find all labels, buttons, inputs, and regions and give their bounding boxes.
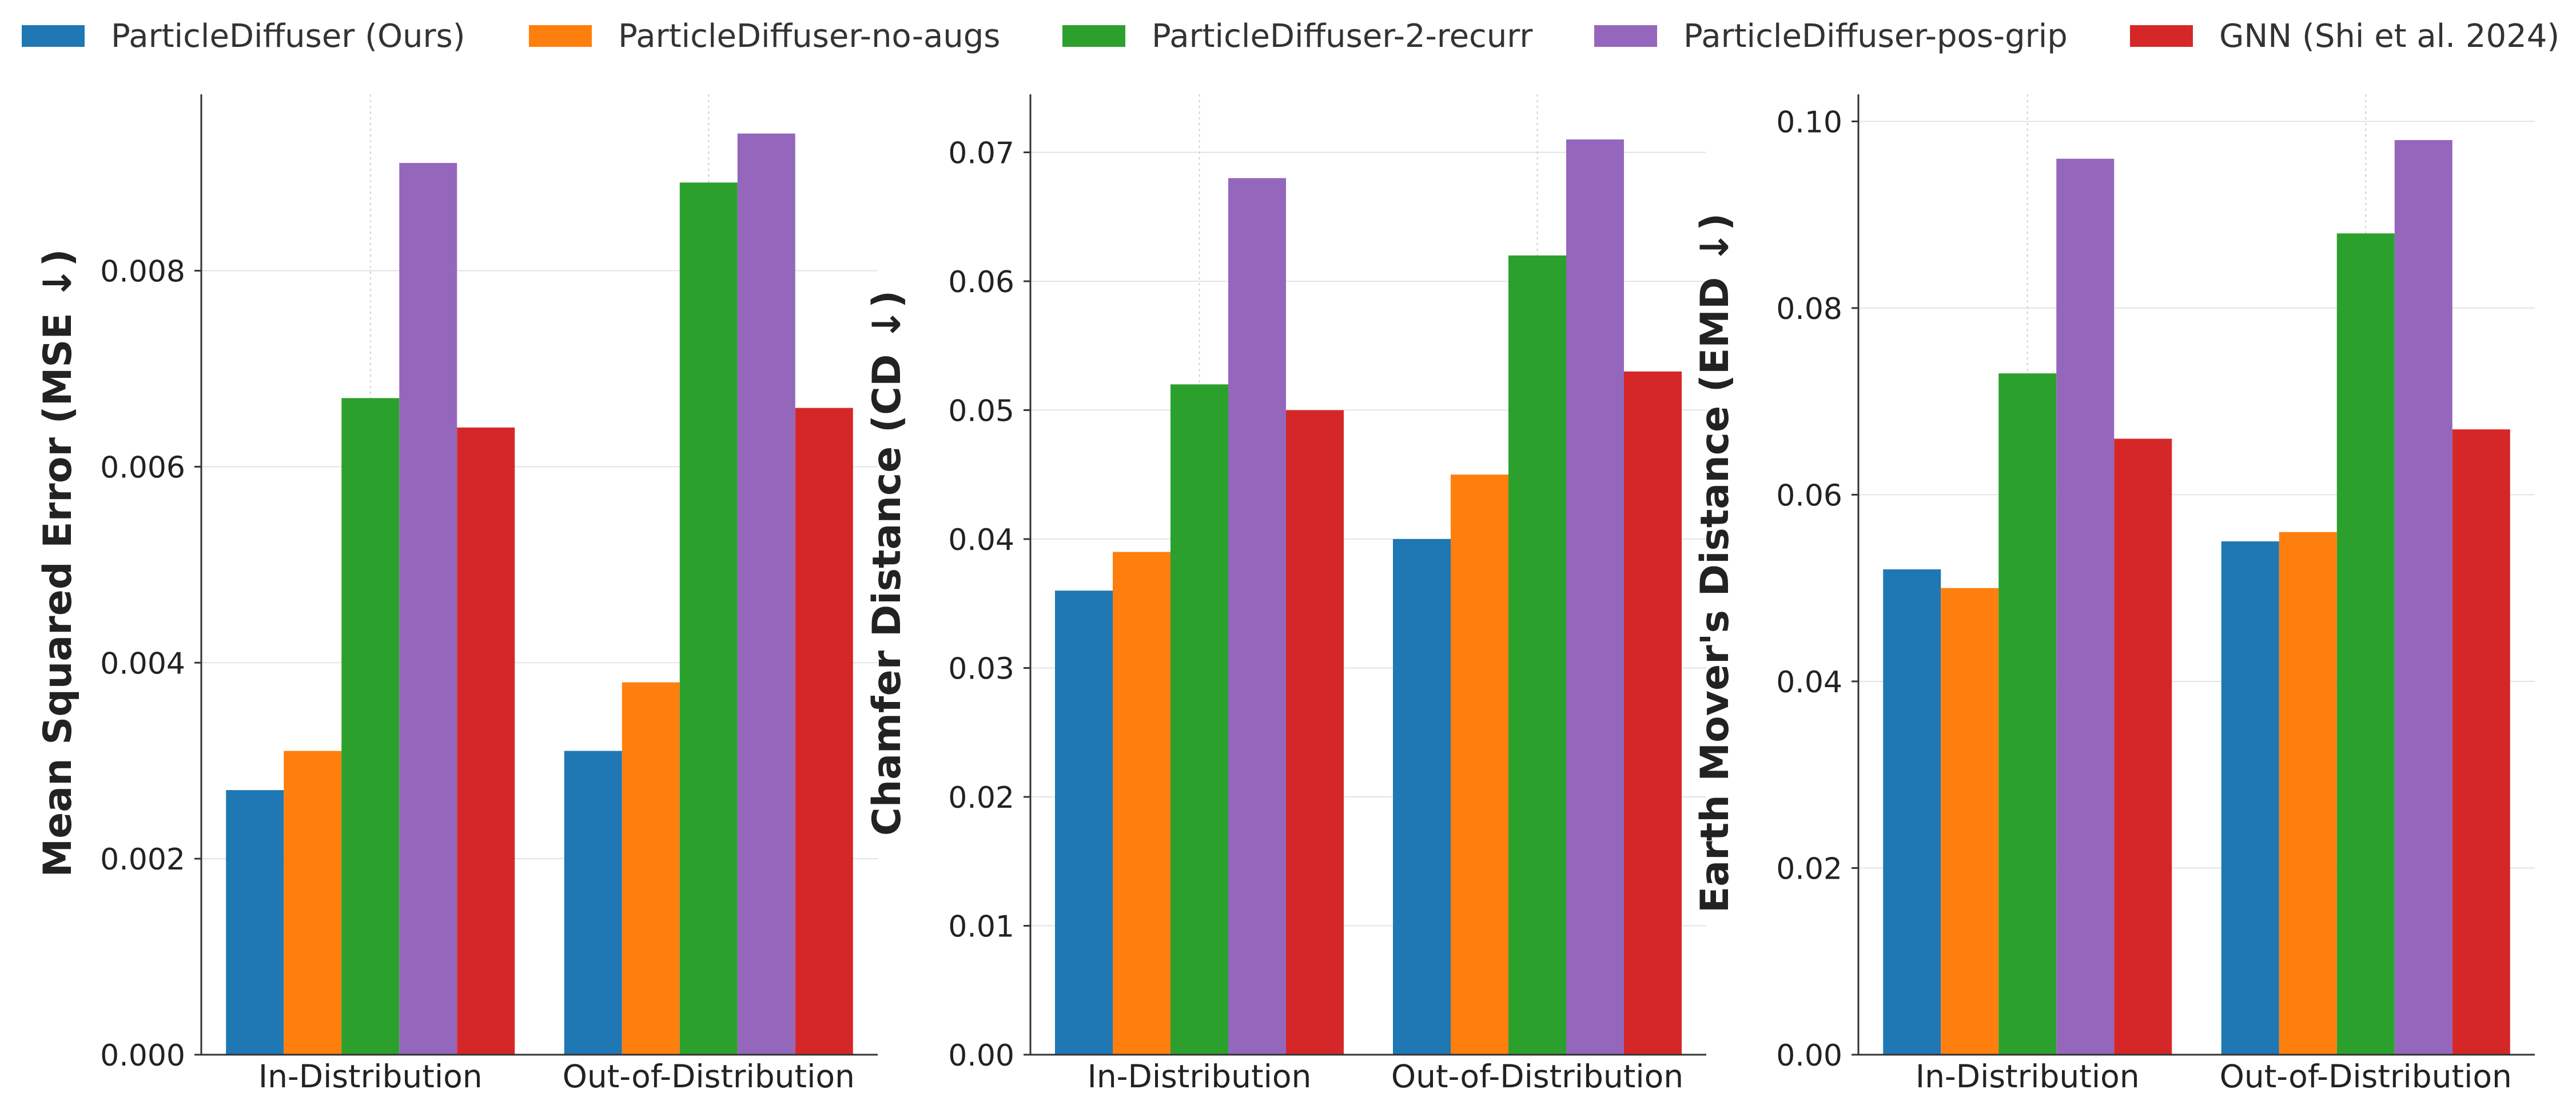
legend-swatch xyxy=(22,25,85,47)
chart-panel-3: In-Distribution Out-of-Distribution 0.00 0.… xyxy=(1693,94,2535,1095)
bar xyxy=(2394,140,2452,1055)
chart-legend: ParticleDiffuser (Ours) ParticleDiffuser-… xyxy=(0,10,2576,62)
y-tick-label: 0.000 xyxy=(100,1039,185,1073)
y-tick-label: 0.004 xyxy=(100,647,185,681)
y-tick-label: 0.05 xyxy=(948,394,1014,428)
x-tick-label: In-Distribution xyxy=(258,1058,483,1095)
y-axis-label: Chamfer Distance (CD ↓) xyxy=(865,290,910,836)
chart-panel-1: In-Distribution Out-of-Distribution 0.000 0… xyxy=(35,94,878,1095)
y-tick-label: 0.008 xyxy=(100,255,185,289)
legend-swatch xyxy=(529,25,592,47)
bar xyxy=(1998,373,2057,1055)
y-tick-label: 0.01 xyxy=(948,909,1014,944)
bar xyxy=(2114,438,2172,1055)
bar xyxy=(1451,474,1508,1055)
bar xyxy=(679,182,738,1055)
bar xyxy=(399,163,457,1055)
bar xyxy=(737,133,795,1055)
y-tick-label: 0.07 xyxy=(948,136,1014,170)
bar xyxy=(622,682,680,1055)
bar xyxy=(1941,588,1999,1055)
bar xyxy=(284,751,342,1055)
legend-swatch xyxy=(1062,25,1125,47)
legend-label: ParticleDiffuser (Ours) xyxy=(111,17,465,55)
y-tick-label: 0.03 xyxy=(948,652,1014,686)
legend-item: GNN (Shi et al. 2024) xyxy=(2130,18,2559,55)
bar xyxy=(2452,429,2510,1055)
bar xyxy=(1393,538,1451,1055)
x-tick-label: Out-of-Distribution xyxy=(2220,1058,2512,1095)
bar xyxy=(1113,552,1170,1055)
y-tick-label: 0.06 xyxy=(948,265,1014,300)
y-tick-label: 0.04 xyxy=(1776,665,1842,700)
y-tick-label: 0.06 xyxy=(1776,478,1842,513)
legend-item: ParticleDiffuser-pos-grip xyxy=(1594,18,2068,55)
legend-item: ParticleDiffuser (Ours) xyxy=(22,18,465,55)
bar xyxy=(2279,532,2337,1055)
y-tick-label: 0.10 xyxy=(1776,105,1842,139)
bar xyxy=(341,398,400,1055)
y-tick-label: 0.00 xyxy=(1776,1039,1842,1073)
legend-swatch xyxy=(1594,25,1657,47)
y-tick-label: 0.08 xyxy=(1776,292,1842,326)
chart-panel-2: In-Distribution Out-of-Distribution 0.00 0.… xyxy=(865,94,1706,1095)
bar xyxy=(1566,139,1624,1055)
bar xyxy=(1228,178,1286,1055)
legend-label: GNN (Shi et al. 2024) xyxy=(2219,17,2560,55)
bar xyxy=(1286,410,1344,1055)
x-tick-label: In-Distribution xyxy=(1088,1058,1312,1095)
bar xyxy=(1508,255,1566,1055)
y-tick-label: 0.04 xyxy=(948,523,1014,557)
x-tick-label: Out-of-Distribution xyxy=(563,1058,855,1095)
legend-item: ParticleDiffuser-2-recurr xyxy=(1062,18,1532,55)
bar xyxy=(2221,541,2279,1055)
y-tick-label: 0.02 xyxy=(1776,852,1842,886)
bar xyxy=(2056,158,2115,1055)
bar xyxy=(226,790,284,1055)
x-tick-label: Out-of-Distribution xyxy=(1391,1058,1683,1095)
bar xyxy=(2336,233,2395,1055)
legend-label: ParticleDiffuser-2-recurr xyxy=(1152,17,1533,55)
bar xyxy=(564,751,622,1055)
x-tick-label: In-Distribution xyxy=(1916,1058,2140,1095)
y-axis-label: Earth Mover's Distance (EMD ↓) xyxy=(1693,213,1738,913)
y-tick-label: 0.002 xyxy=(100,843,185,877)
legend-swatch xyxy=(2130,25,2193,47)
bar xyxy=(795,408,853,1055)
y-tick-label: 0.00 xyxy=(948,1039,1014,1073)
bar xyxy=(1055,591,1113,1055)
legend-label: ParticleDiffuser-no-augs xyxy=(618,17,1001,55)
bar xyxy=(457,427,515,1055)
y-axis-label: Mean Squared Error (MSE ↓) xyxy=(35,249,81,877)
y-tick-label: 0.006 xyxy=(100,450,185,485)
legend-label: ParticleDiffuser-pos-grip xyxy=(1683,17,2068,55)
bar xyxy=(1170,384,1228,1055)
bar xyxy=(1883,569,1941,1055)
y-tick-label: 0.02 xyxy=(948,781,1014,815)
bar xyxy=(1624,371,1682,1055)
legend-item: ParticleDiffuser-no-augs xyxy=(529,18,1000,55)
